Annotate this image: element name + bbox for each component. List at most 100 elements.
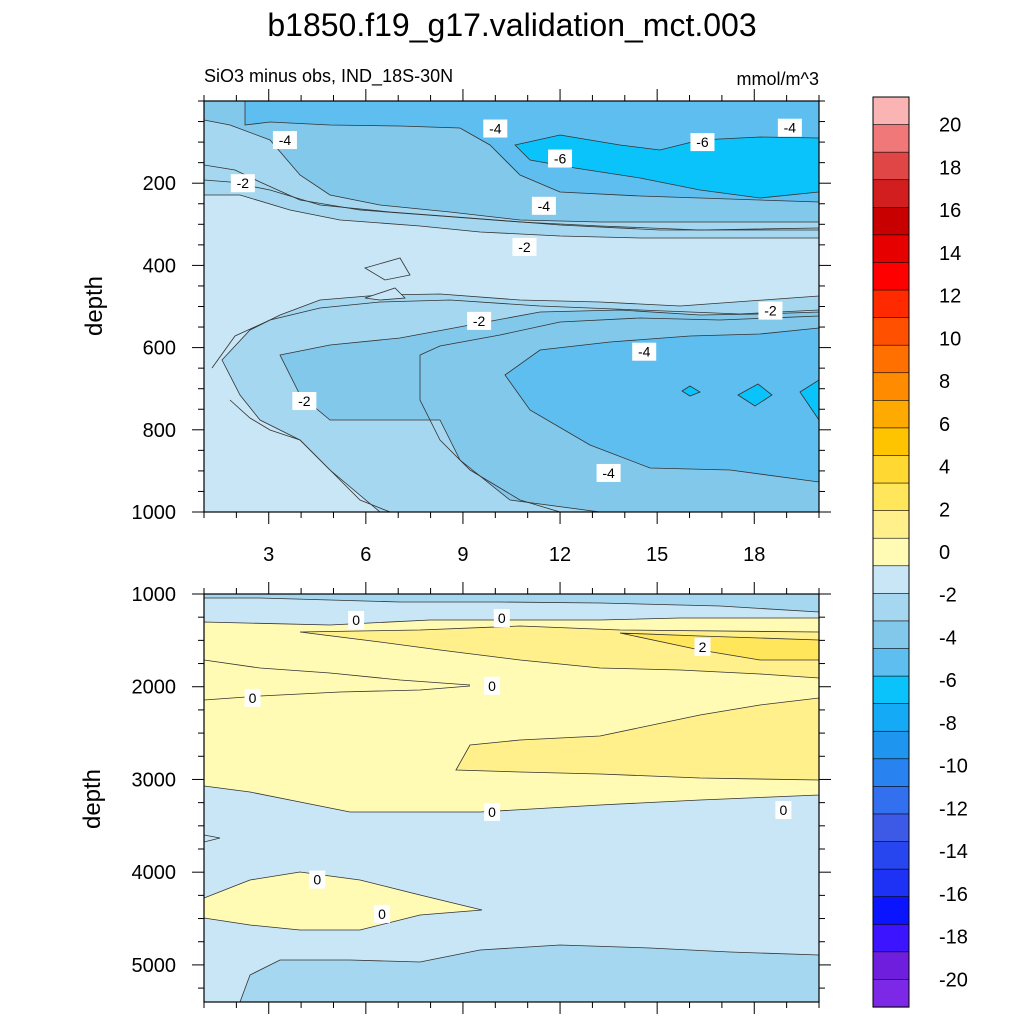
line-contour-lower-3	[204, 834, 221, 843]
colorbar-swatch	[872, 344, 910, 374]
colorbar-swatch	[872, 482, 910, 512]
colorbar-swatch	[872, 289, 910, 319]
colorbar-swatch	[872, 96, 910, 126]
contour-label-box	[374, 904, 391, 923]
y-tick-label: 3000	[132, 769, 177, 791]
colorbar-swatch	[872, 786, 910, 815]
fill-level-minus2-to-0-top	[204, 594, 819, 613]
contour-label: -2	[473, 313, 486, 329]
y-tick-label: 200	[143, 173, 176, 195]
contour-label-box	[292, 392, 317, 411]
contour-label: -4	[638, 344, 651, 360]
x-tick-label: 6	[360, 544, 371, 566]
contour-label-box	[758, 301, 783, 320]
contour-label-box	[272, 131, 297, 150]
colorbar-label: 18	[939, 157, 961, 179]
colorbar-label: 6	[939, 414, 950, 436]
contour-label: -4	[538, 198, 551, 214]
line-contour-deep-3	[419, 315, 819, 356]
colorbar-swatch	[872, 151, 910, 181]
colorbar-label: -2	[939, 585, 957, 607]
colorbar-swatch	[872, 427, 910, 457]
y-tick-label: 1000	[132, 584, 177, 606]
colorbar-swatch	[872, 317, 910, 346]
y-tick-label: 800	[143, 420, 176, 442]
fill-level-minus2-to-0-deep	[239, 944, 819, 1002]
colorbar-swatch	[872, 262, 910, 291]
colorbar-swatch	[872, 703, 910, 732]
colorbar-swatch	[872, 841, 910, 870]
line-contour-lower-2	[204, 685, 471, 701]
colorbar-label: -16	[939, 884, 968, 906]
contour-label-box	[777, 118, 802, 137]
line-contour-lower-1	[204, 659, 471, 686]
upper-contour-labels: -4 -4 -4 -6 -6 -2 -4 -2 -2 -2 -4 -2 -4	[230, 118, 802, 482]
fill-patch-deep-1	[681, 385, 701, 397]
figure-title: b1850.f19_g17.validation_mct.003	[267, 7, 756, 43]
lower-plot-frame	[203, 593, 820, 1003]
contour-label: 0	[313, 872, 321, 888]
colorbar-swatch	[872, 234, 910, 264]
contour-label: -6	[696, 134, 709, 150]
colorbar-swatch	[872, 400, 910, 429]
colorbar-label: 8	[939, 371, 950, 393]
lower-axes: 1000 2000 3000 4000 5000	[132, 582, 831, 1014]
fill-patch-deep-3	[799, 379, 819, 421]
contour-label-box	[484, 676, 501, 695]
contour-label-box	[483, 119, 508, 138]
upper-panel: -4 -4 -4 -6 -6 -2 -4 -2 -2 -2 -4 -2 -4 3 6 9 12 15 18 200 4…	[81, 89, 831, 566]
colorbar-label: 4	[939, 457, 950, 479]
lower-contour-labels: 0 0 2 0 0 0 0 0 0	[244, 609, 792, 923]
colorbar-label: -6	[939, 670, 957, 692]
contour-label: 0	[488, 678, 496, 694]
colorbar-label: 12	[939, 286, 961, 308]
lower-panel: 0 0 2000 0 0 0 1000 2000 3000 4000 5000 depth	[79, 582, 831, 1014]
contour-label: 0	[779, 802, 787, 818]
y-tick-label: 4000	[132, 862, 177, 884]
x-tick-label: 15	[646, 544, 668, 566]
line-contour-deep-1	[211, 299, 819, 369]
contour-label-box	[548, 149, 573, 168]
colorbar-label: 16	[939, 200, 961, 222]
y-tick-label: 2000	[132, 677, 177, 699]
fill-patch-gap-2	[364, 287, 406, 301]
fill-patch-gap-1	[364, 257, 411, 281]
line-contour-deep-4	[419, 355, 561, 512]
contour-label: -2	[764, 303, 777, 319]
colorbar-swatch	[872, 565, 910, 594]
lower-contour-field	[204, 594, 819, 1002]
colorbar-swatch	[872, 758, 910, 787]
lower-y-axis-label: depth	[79, 769, 106, 829]
y-tick-label: 5000	[132, 955, 177, 977]
colorbar-swatch	[872, 620, 910, 650]
contour-label-box	[309, 870, 326, 889]
colorbar-swatch	[872, 896, 910, 925]
contour-label-box	[694, 637, 711, 656]
colorbar-label: 14	[939, 243, 961, 265]
contour-label: -6	[554, 151, 567, 167]
fill-minus5-to-minus6-shallow	[514, 134, 819, 199]
colorbar-label: 10	[939, 328, 961, 350]
contour-label-box	[512, 237, 537, 256]
colorbar-swatch	[872, 730, 910, 760]
contour-label: 0	[249, 690, 257, 706]
colorbar-swatch	[872, 593, 910, 622]
contour-label: -4	[784, 120, 797, 136]
panel-subtitle: SiO3 minus obs, IND_18S-30N	[204, 66, 453, 87]
contour-label-box	[596, 463, 621, 482]
contour-label-box	[632, 342, 657, 361]
contour-label: 0	[488, 804, 496, 820]
contour-label-box	[775, 801, 792, 820]
contour-label-box	[230, 174, 255, 193]
colorbar-label: -4	[939, 627, 957, 649]
contour-label: 0	[378, 906, 386, 922]
contour-label: 0	[498, 610, 506, 626]
x-tick-label: 18	[743, 544, 765, 566]
fill-patch-deep-2	[737, 383, 773, 407]
upper-contour-field	[204, 101, 819, 512]
contour-label-box	[493, 609, 510, 628]
x-tick-label: 9	[457, 544, 468, 566]
contour-label: -4	[489, 121, 502, 137]
colorbar-swatch	[872, 951, 910, 981]
units-label: mmol/m^3	[737, 69, 819, 89]
